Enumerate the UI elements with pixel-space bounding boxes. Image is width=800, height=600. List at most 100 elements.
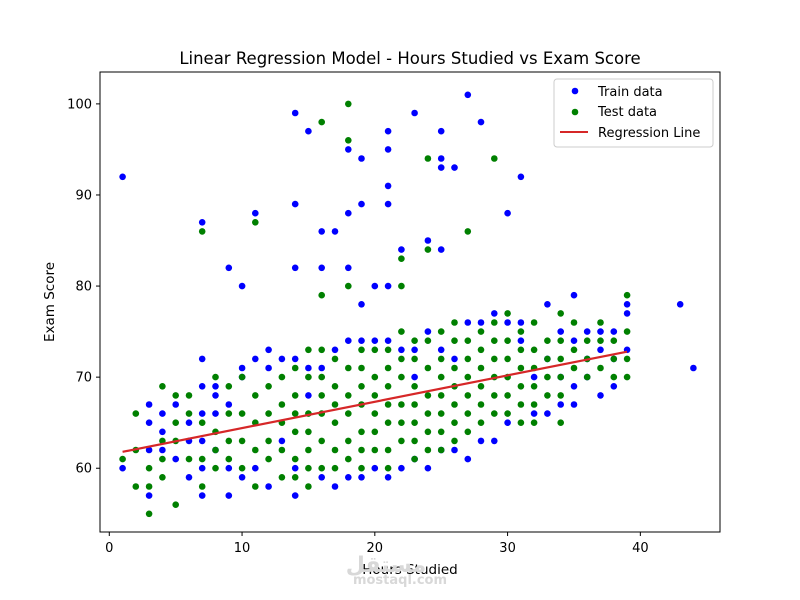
test-data-point: [212, 464, 219, 472]
train-data-point: [610, 383, 618, 390]
test-data-point: [252, 219, 259, 226]
test-data-point: [331, 446, 339, 454]
test-data-point: [398, 401, 405, 408]
test-data-point: [504, 355, 511, 363]
test-data-point: [491, 319, 498, 326]
y-axis-ticks: 60 70 80 90 100: [67, 97, 100, 477]
train-data-point: [159, 410, 166, 417]
test-data-point: [464, 428, 472, 436]
train-data-point: [424, 237, 432, 244]
train-data-point: [451, 164, 458, 171]
test-data-point: [371, 373, 379, 381]
test-data-point: [411, 455, 418, 463]
test-data-point: [437, 392, 445, 399]
test-data-point: [451, 401, 458, 408]
train-data-point: [451, 446, 458, 454]
test-data-point: [451, 364, 458, 372]
test-data-point: [345, 137, 352, 144]
train-data-point: [238, 364, 246, 372]
train-data-point: [477, 319, 485, 326]
test-data-point: [384, 383, 392, 390]
test-data-point: [345, 410, 352, 417]
test-data-point: [358, 464, 365, 472]
test-data-point: [225, 455, 233, 463]
test-data-point: [305, 464, 312, 472]
test-data-point: [477, 328, 485, 335]
test-data-point: [424, 392, 432, 399]
test-data-point: [530, 383, 538, 390]
test-data-point: [544, 392, 551, 399]
train-data-point: [331, 483, 339, 490]
test-data-point: [437, 428, 445, 436]
watermark-url: mostaql.com: [353, 573, 447, 588]
train-data-point: [437, 127, 445, 135]
test-data-point: [398, 373, 405, 381]
test-data-point: [331, 464, 339, 472]
test-data-point: [517, 383, 525, 390]
test-data-point: [424, 428, 432, 436]
test-data-point: [185, 392, 193, 399]
test-data-point: [318, 392, 326, 399]
test-data-point: [225, 383, 233, 390]
test-data-point: [398, 355, 405, 363]
train-data-point: [119, 173, 126, 181]
test-data-point: [610, 373, 618, 381]
train-data-point: [291, 355, 299, 363]
test-data-point: [464, 410, 472, 417]
train-data-point: [384, 200, 392, 208]
test-data-point: [331, 419, 339, 427]
test-data-point: [557, 337, 564, 345]
y-tick-label: 60: [75, 462, 92, 477]
test-data-point: [570, 364, 578, 372]
train-data-point: [185, 474, 193, 481]
test-data-point: [411, 401, 418, 408]
test-data-point: [371, 446, 379, 454]
test-data-point: [570, 319, 578, 326]
test-data-point: [252, 392, 259, 399]
test-data-point: [610, 337, 618, 345]
test-data-point: [358, 446, 365, 454]
test-data-point: [491, 155, 498, 162]
legend-test-marker: [571, 108, 579, 116]
test-data-point: [198, 483, 206, 490]
test-data-point: [424, 364, 432, 372]
train-data-point: [345, 474, 352, 481]
test-data-point: [132, 410, 140, 417]
test-data-point: [570, 346, 578, 354]
test-data-point: [424, 337, 432, 345]
test-data-point: [411, 337, 418, 345]
train-data-point: [597, 392, 604, 399]
test-data-point: [265, 437, 272, 445]
legend-train-label: Train data: [597, 85, 663, 100]
train-data-point: [690, 364, 697, 372]
test-data-point: [530, 346, 538, 354]
test-data-point: [623, 291, 631, 299]
train-data-point: [198, 410, 206, 417]
train-data-point: [145, 419, 153, 427]
test-data-point: [159, 383, 166, 390]
test-data-point: [477, 346, 485, 354]
train-data-point: [491, 310, 498, 317]
x-tick-label: 10: [234, 541, 251, 556]
test-data-point: [265, 383, 272, 390]
train-data-point: [371, 464, 379, 472]
test-data-point: [517, 401, 525, 408]
test-data-point: [291, 474, 299, 481]
train-data-point: [159, 446, 166, 454]
test-data-point: [517, 364, 525, 372]
train-data-point: [464, 455, 472, 463]
test-data-point: [291, 364, 299, 372]
test-data-point: [185, 455, 193, 463]
train-data-point: [491, 437, 498, 445]
train-data-point: [252, 464, 259, 472]
train-data-point: [358, 337, 365, 345]
test-data-point: [345, 455, 352, 463]
test-data-point: [159, 455, 166, 463]
train-data-point: [544, 301, 551, 308]
test-data-point: [544, 337, 551, 345]
train-data-point: [530, 373, 538, 381]
test-data-point: [437, 446, 445, 454]
test-data-point: [610, 355, 618, 363]
y-tick-label: 70: [75, 371, 92, 386]
train-data-point: [517, 319, 525, 326]
